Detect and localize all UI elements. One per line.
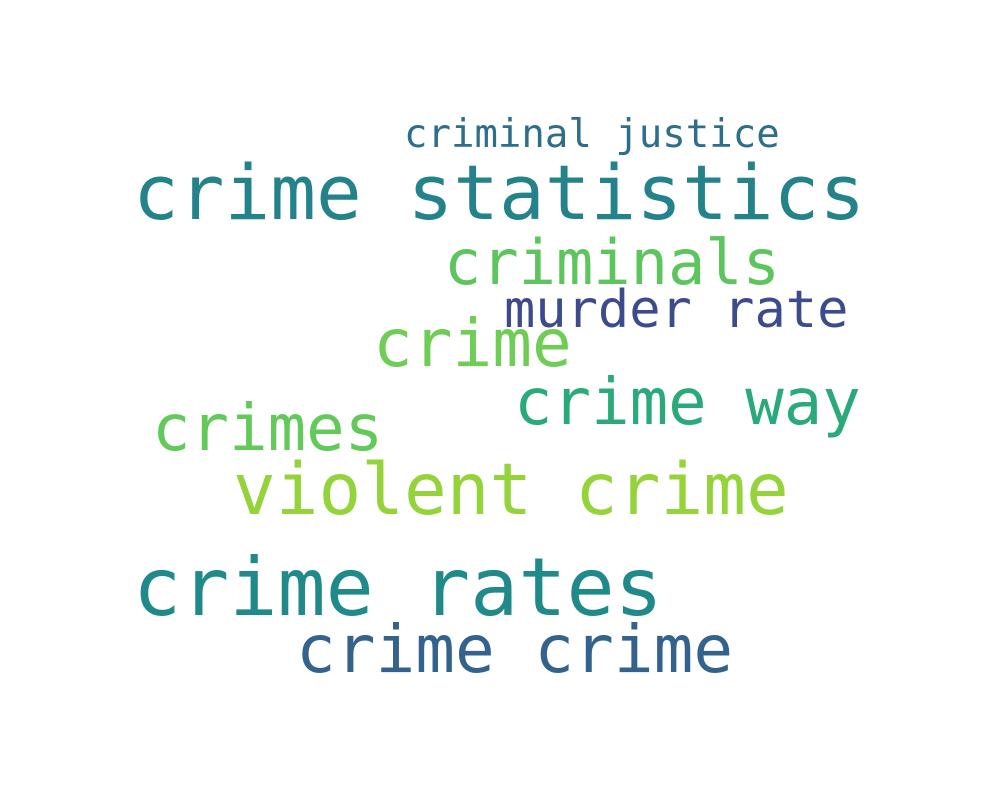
word-violent-crime: violent crime (233, 448, 789, 531)
word-crime-crime: crime crime (296, 611, 734, 688)
word-criminals: criminals (444, 226, 780, 299)
word-criminal-justice: criminal justice (404, 112, 780, 157)
word-crimes: crimes (152, 392, 384, 466)
word-crime-statistics: crime statistics (133, 148, 866, 237)
word-crime-rates: crime rates (133, 541, 663, 634)
word-crime: crime (373, 305, 572, 382)
word-murder-rate: murder rate (504, 280, 849, 340)
word-crime-way: crime way (514, 366, 861, 440)
